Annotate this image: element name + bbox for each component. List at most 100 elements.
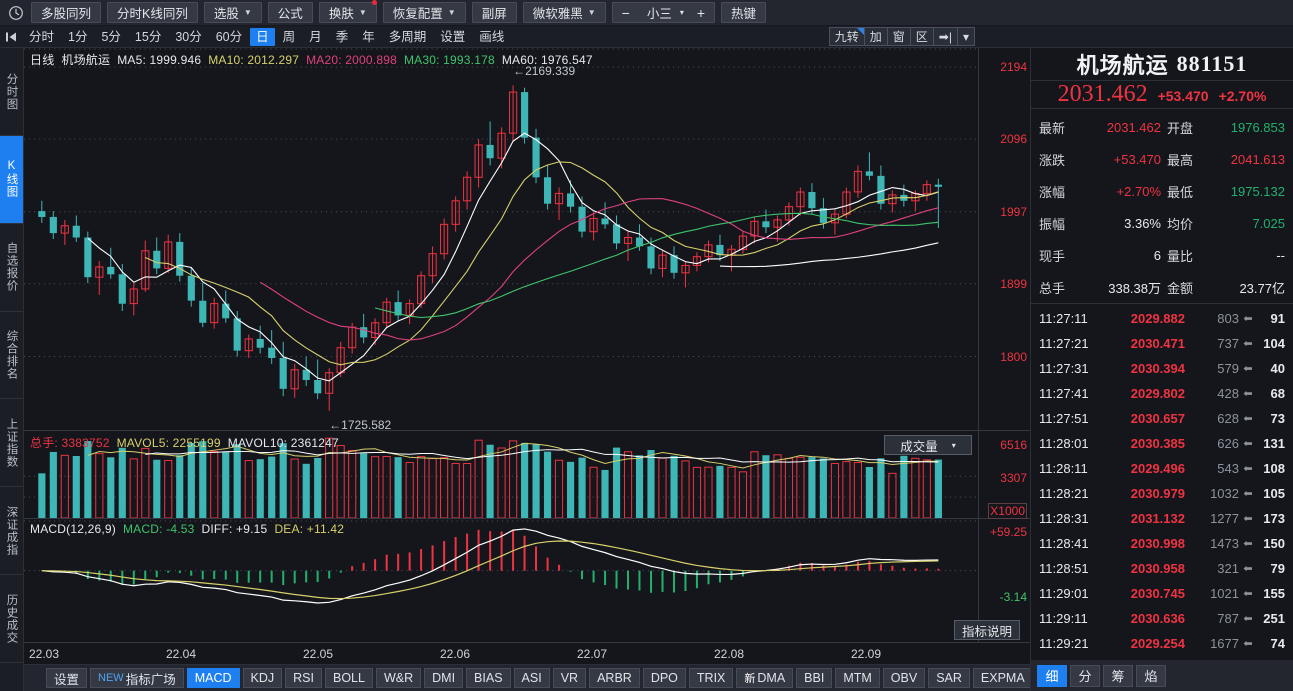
font-decrease-button[interactable]: − (621, 4, 630, 21)
period-right-button-1[interactable]: 加 (863, 27, 888, 46)
tick-row[interactable]: 11:27:21 2030.471 737 ⬅ 104 (1031, 331, 1293, 356)
period-right-button-2[interactable]: 窗 (886, 27, 911, 46)
indicator-button-dpo[interactable]: DPO (642, 668, 686, 688)
tick-row[interactable]: 11:28:01 2030.385 626 ⬅ 131 (1031, 431, 1293, 456)
indicator-button-dmi[interactable]: DMI (424, 668, 464, 688)
period-right-button-3[interactable]: 区 (909, 27, 934, 46)
indicator-button-sar[interactable]: SAR (928, 668, 970, 688)
tick-row[interactable]: 11:27:41 2029.802 428 ⬅ 68 (1031, 381, 1293, 406)
volume-header: 总手: 3383752 MAVOL5: 2255199 MAVOL10: 23612… (30, 434, 346, 451)
volume-indicator-selector[interactable]: 成交量 ▾ (884, 435, 972, 455)
indicator-button-bias[interactable]: BIAS (466, 668, 511, 688)
quote-tab-1[interactable]: 分 (1070, 664, 1100, 687)
tick-row[interactable]: 11:29:01 2030.745 1021 ⬅ 155 (1031, 581, 1293, 606)
volume-plot[interactable] (24, 431, 978, 518)
quote-stat-key-right: 金额 (1167, 280, 1194, 296)
tick-row[interactable]: 11:27:11 2029.882 803 ⬅ 91 (1031, 306, 1293, 331)
sidebar-item-6[interactable]: 历史成交 (0, 575, 23, 664)
indicator-button-obv[interactable]: OBV (882, 668, 926, 688)
period-right-button-4[interactable]: ➡| (932, 27, 958, 46)
period-right-button-5[interactable]: ▾ (956, 27, 975, 46)
tick-time: 11:28:31 (1039, 511, 1089, 526)
indicator-button-mtm[interactable]: MTM (835, 668, 880, 688)
tick-row[interactable]: 11:27:51 2030.657 628 ⬅ 73 (1031, 406, 1293, 431)
indicator-button-macd[interactable]: MACD (186, 668, 240, 688)
toolbar-button-7[interactable]: 微软雅黑 ▼ (522, 2, 606, 23)
tick-list[interactable]: 11:27:11 2029.882 803 ⬅ 91 11:27:21 2030.471 73… (1031, 304, 1293, 660)
tick-row[interactable]: 11:28:41 2030.998 1473 ⬅ 150 (1031, 531, 1293, 556)
period-item-5[interactable]: 60分 (215, 29, 243, 44)
tick-row[interactable]: 11:28:31 2031.132 1277 ⬅ 173 (1031, 506, 1293, 531)
sidebar-item-5[interactable]: 深证成指 (0, 487, 23, 576)
toolbar-button-6[interactable]: 副屏 (471, 2, 517, 23)
indicator-description-button[interactable]: 指标说明 (953, 620, 1020, 640)
tick-quantity: 1677 (1210, 636, 1239, 651)
indicator-button-设置[interactable]: 设置 (46, 668, 88, 688)
tick-row[interactable]: 11:27:31 2030.394 579 ⬅ 40 (1031, 356, 1293, 381)
period-item-12[interactable]: 设置 (440, 29, 466, 44)
hotkey-button[interactable]: 热键 (721, 2, 767, 23)
tick-row[interactable]: 11:29:21 2029.254 1677 ⬅ 74 (1031, 631, 1293, 656)
macd-plot[interactable] (24, 519, 978, 642)
tick-count: 68 (1270, 386, 1285, 401)
indicator-button-w&r[interactable]: W&R (375, 668, 422, 688)
indicator-button-kdj[interactable]: KDJ (242, 668, 283, 688)
quote-tab-3[interactable]: 焰 (1136, 664, 1166, 687)
toolbar-button-2[interactable]: 选股 ▼ (203, 2, 262, 23)
indicator-button-arbr[interactable]: ARBR (589, 668, 640, 688)
font-size-group[interactable]: − 小三 ▾ + (611, 2, 716, 23)
font-size-label[interactable]: 小三 (646, 7, 672, 21)
volume-pane[interactable]: 总手: 3383752 MAVOL5: 2255199 MAVOL10: 23612… (24, 431, 1030, 519)
indicator-button-expma[interactable]: EXPMA (972, 668, 1033, 688)
chevron-down-icon[interactable]: ▾ (679, 8, 684, 17)
sidebar-item-3[interactable]: 综合排名 (0, 312, 23, 400)
period-item-4[interactable]: 30分 (175, 29, 202, 44)
clock-icon[interactable] (4, 2, 28, 24)
skip-to-start-icon[interactable] (0, 26, 22, 48)
quote-tab-2[interactable]: 筹 (1103, 664, 1133, 687)
font-increase-button[interactable]: + (696, 4, 706, 21)
period-item-8[interactable]: 月 (309, 29, 322, 44)
period-item-2[interactable]: 5分 (101, 29, 121, 44)
toolbar-button-5[interactable]: 恢复配置 ▼ (382, 2, 466, 23)
sidebar-item-4[interactable]: 上证指数 (0, 399, 23, 488)
period-item-10[interactable]: 年 (362, 29, 375, 44)
tick-row[interactable]: 11:28:51 2030.958 321 ⬅ 79 (1031, 556, 1293, 581)
tick-time: 11:28:01 (1039, 436, 1089, 451)
macd-pane[interactable]: MACD(12,26,9) MACD: -4.53 DIFF: +9.15 DEA: … (24, 519, 1030, 643)
tick-row[interactable]: 11:29:11 2030.636 787 ⬅ 251 (1031, 606, 1293, 631)
period-item-3[interactable]: 15分 (134, 29, 162, 44)
kline-pane[interactable]: 日线 机场航运 MA5: 1999.946 MA10: 2012.297 MA20: 2… (24, 48, 1030, 431)
toolbar-button-0[interactable]: 多股同列 (31, 2, 102, 23)
tick-row[interactable]: 11:28:11 2029.496 543 ⬅ 108 (1031, 456, 1293, 481)
chart-column: 日线 机场航运 MA5: 1999.946 MA10: 2012.297 MA20: 2… (24, 48, 1033, 691)
indicator-button-vr[interactable]: VR (552, 668, 587, 688)
sidebar-item-1[interactable]: K线图 (0, 135, 23, 224)
indicator-button-bbi[interactable]: BBI (796, 668, 833, 688)
toolbar-button-1[interactable]: 分时K线同列 (107, 2, 198, 23)
period-item-13[interactable]: 画线 (479, 29, 505, 44)
quote-tab-0[interactable]: 细 (1037, 664, 1067, 687)
period-item-9[interactable]: 季 (335, 29, 349, 44)
indicator-button-boll[interactable]: BOLL (324, 668, 373, 688)
sidebar-item-0[interactable]: 分时图 (0, 48, 23, 136)
toolbar-button-3[interactable]: 公式 (267, 2, 313, 23)
sidebar-item-2[interactable]: 自选报价 (0, 224, 23, 312)
indicator-button-dma[interactable]: 新 DMA (736, 668, 794, 688)
period-item-1[interactable]: 1分 (68, 29, 88, 44)
period-item-6[interactable]: 日 (250, 27, 275, 46)
indicator-button-asi[interactable]: ASI (513, 668, 550, 688)
indicator-button-rsi[interactable]: RSI (285, 668, 322, 688)
indicator-button-trix[interactable]: TRIX (688, 668, 734, 688)
kline-plot[interactable]: ←2169.339 ←1725.582 (24, 48, 978, 430)
kline-header-part-0: 日线 (30, 53, 55, 67)
tick-row[interactable]: 11:28:21 2030.979 1032 ⬅ 105 (1031, 481, 1293, 506)
time-axis-label-4: 22.07 (576, 647, 608, 661)
tick-quantity: 579 (1217, 361, 1239, 376)
period-item-7[interactable]: 周 (282, 29, 296, 44)
period-item-0[interactable]: 分时 (29, 29, 55, 44)
period-item-11[interactable]: 多周期 (388, 29, 427, 44)
period-right-button-0[interactable]: 九转 (828, 27, 865, 46)
toolbar-button-4[interactable]: 换肤 ▼ (318, 0, 377, 23)
indicator-button-指标广场[interactable]: NEW 指标广场 (90, 668, 184, 688)
